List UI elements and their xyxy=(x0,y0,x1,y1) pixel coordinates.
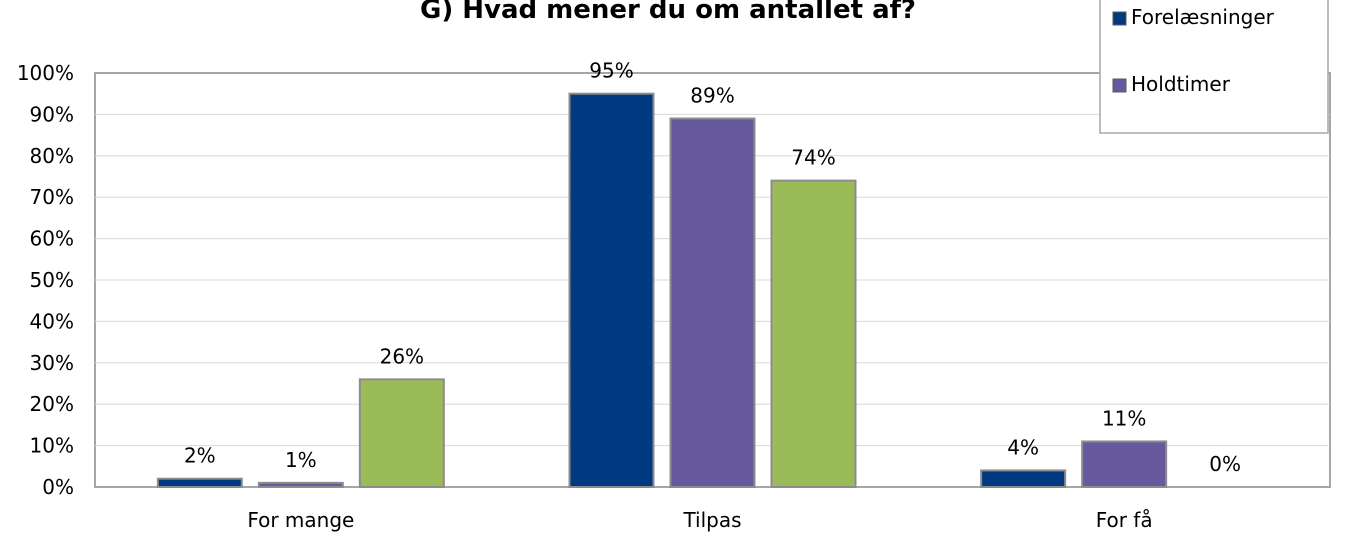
data-label: 4% xyxy=(1007,435,1039,459)
legend-swatch xyxy=(1112,78,1127,93)
bar xyxy=(669,117,756,488)
y-tick-label: 20% xyxy=(30,392,74,416)
bar xyxy=(156,477,243,489)
category-label: For få xyxy=(1096,508,1153,532)
y-tick-label: 100% xyxy=(17,61,74,85)
bar xyxy=(358,378,445,488)
y-tick-label: 40% xyxy=(30,309,74,333)
bar xyxy=(568,92,655,488)
x-axis: For mange Tilpas For få xyxy=(247,508,1152,532)
bar xyxy=(980,469,1067,489)
data-labels: 2% 1% 26% 95% 89% 74% 4% 11% 0% xyxy=(184,59,1241,476)
y-tick-label: 10% xyxy=(30,434,74,458)
legend-label: Holdtimer xyxy=(1131,72,1231,96)
y-tick-label: 80% xyxy=(30,144,74,168)
y-tick-label: 50% xyxy=(30,268,74,292)
data-label: 2% xyxy=(184,444,216,468)
bars xyxy=(156,92,1168,489)
data-label: 74% xyxy=(791,146,835,170)
bar xyxy=(1081,440,1168,488)
bar xyxy=(770,179,857,488)
legend-box xyxy=(1099,0,1329,134)
bar xyxy=(257,481,344,488)
chart-title: G) Hvad mener du om antallet af? xyxy=(420,0,916,25)
y-tick-label: 60% xyxy=(30,227,74,251)
y-tick-label: 0% xyxy=(42,475,74,499)
y-tick-label: 90% xyxy=(30,102,74,126)
y-tick-label: 70% xyxy=(30,185,74,209)
legend-swatch xyxy=(1112,11,1127,26)
data-label: 26% xyxy=(380,344,424,368)
data-label: 11% xyxy=(1102,406,1146,430)
category-label: Tilpas xyxy=(682,508,741,532)
legend-label: Forelæsninger xyxy=(1131,5,1275,29)
legend: Forelæsninger Holdtimer xyxy=(1099,0,1329,134)
data-label: 95% xyxy=(589,59,633,83)
data-label: 89% xyxy=(690,84,734,108)
y-tick-label: 30% xyxy=(30,351,74,375)
y-axis: 0% 10% 20% 30% 40% 50% 60% 70% 80% 90% 100% xyxy=(17,61,74,499)
data-label: 0% xyxy=(1209,452,1241,476)
data-label: 1% xyxy=(285,448,317,472)
category-label: For mange xyxy=(247,508,354,532)
